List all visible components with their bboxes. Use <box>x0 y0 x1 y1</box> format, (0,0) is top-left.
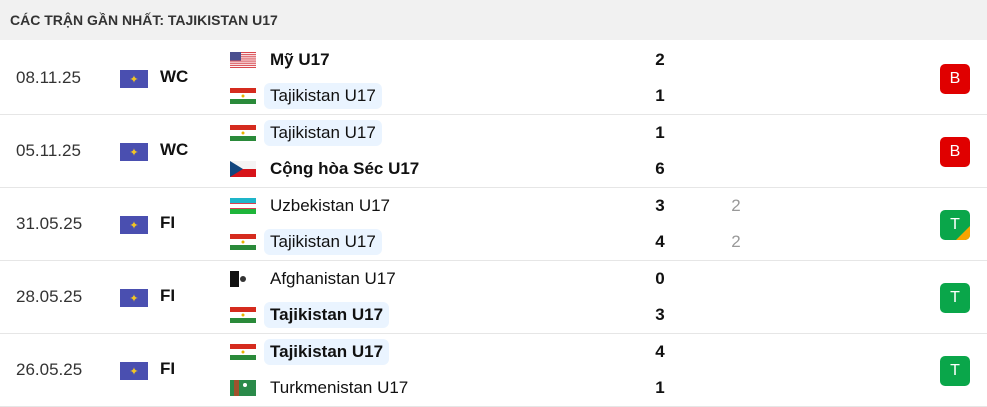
team-home[interactable]: Tajikistan U17 <box>230 120 382 146</box>
score-home: 2 <box>655 50 665 69</box>
tj-flag-icon <box>230 88 256 104</box>
result-label: B <box>949 70 961 87</box>
world-map-icon: ✦ <box>120 289 148 307</box>
score-home: 0 <box>655 269 665 288</box>
match-row[interactable]: 26.05.25 ✦ FI Tajikistan U17 4 Turkmenis… <box>0 334 987 407</box>
result-label: B <box>949 143 961 160</box>
world-map-icon: ✦ <box>120 70 148 88</box>
world-map-icon: ✦ <box>120 216 148 234</box>
match-row[interactable]: 08.11.25 ✦ WC Mỹ U17 2 Tajikistan U17 1 … <box>0 42 987 115</box>
match-date: 08.11.25 <box>16 68 81 87</box>
result-label: T <box>950 216 960 233</box>
team-name[interactable]: Tajikistan U17 <box>264 302 390 328</box>
match-date: 05.11.25 <box>16 141 81 160</box>
section-header: CÁC TRẬN GẦN NHẤT: TAJIKISTAN U17 <box>0 0 987 40</box>
competition-code: WC <box>160 140 189 159</box>
team-home[interactable]: Uzbekistan U17 <box>230 193 396 219</box>
result-label: T <box>950 289 960 306</box>
match-date: 31.05.25 <box>16 214 83 233</box>
match-date: 26.05.25 <box>16 360 83 379</box>
tj-flag-icon <box>230 125 256 141</box>
tj-flag-icon <box>230 344 256 360</box>
tm-flag-icon <box>230 380 256 396</box>
score-home: 1 <box>655 123 665 142</box>
team-name[interactable]: Tajikistan U17 <box>264 229 382 255</box>
score-away: 6 <box>655 159 665 178</box>
team-home[interactable]: Afghanistan U17 <box>230 266 402 292</box>
score-home: 3 <box>655 196 665 215</box>
team-name[interactable]: Mỹ U17 <box>270 50 330 69</box>
result-label: T <box>950 362 960 379</box>
uz-flag-icon <box>230 198 256 214</box>
team-name[interactable]: Afghanistan U17 <box>270 269 396 288</box>
us-flag-icon <box>230 52 256 69</box>
result-badge: T <box>940 356 970 386</box>
team-name[interactable]: Tajikistan U17 <box>264 120 382 146</box>
penalty-score-home: 2 <box>731 196 741 215</box>
score-away: 1 <box>655 86 665 105</box>
match-row[interactable]: 28.05.25 ✦ FI Afghanistan U17 0 Tajikist… <box>0 261 987 334</box>
team-home[interactable]: Tajikistan U17 <box>230 339 390 365</box>
team-away[interactable]: Tajikistan U17 <box>230 229 382 255</box>
cz-flag-icon <box>230 161 256 177</box>
world-map-icon: ✦ <box>120 143 148 161</box>
world-map-icon: ✦ <box>120 362 148 380</box>
competition-code: FI <box>160 286 176 305</box>
team-away[interactable]: Cộng hòa Séc U17 <box>230 156 425 182</box>
team-name[interactable]: Turkmenistan U17 <box>270 378 409 397</box>
section-title: CÁC TRẬN GẦN NHẤT: TAJIKISTAN U17 <box>10 12 278 28</box>
result-badge: B <box>940 137 970 167</box>
match-row[interactable]: 31.05.25 ✦ FI Uzbekistan U17 3 2 Tajikis… <box>0 188 987 261</box>
competition-code: FI <box>160 359 176 378</box>
team-home[interactable]: Mỹ U17 <box>230 47 336 73</box>
team-away[interactable]: Turkmenistan U17 <box>230 375 414 401</box>
penalty-score-away: 2 <box>731 232 741 251</box>
penalty-marker <box>956 226 970 240</box>
tj-flag-icon <box>230 234 256 250</box>
af-flag-icon <box>230 271 256 287</box>
match-date: 28.05.25 <box>16 287 83 306</box>
team-name[interactable]: Cộng hòa Séc U17 <box>270 159 420 178</box>
score-home: 4 <box>655 342 665 361</box>
team-away[interactable]: Tajikistan U17 <box>230 83 382 109</box>
score-away: 1 <box>655 378 665 397</box>
team-name[interactable]: Tajikistan U17 <box>264 83 382 109</box>
result-badge: T <box>940 283 970 313</box>
team-name[interactable]: Uzbekistan U17 <box>270 196 391 215</box>
competition-code: FI <box>160 213 176 232</box>
result-badge: B <box>940 64 970 94</box>
result-badge: T <box>940 210 970 240</box>
score-away: 3 <box>655 305 665 324</box>
score-away: 4 <box>655 232 665 251</box>
tj-flag-icon <box>230 307 256 323</box>
team-away[interactable]: Tajikistan U17 <box>230 302 390 328</box>
team-name[interactable]: Tajikistan U17 <box>264 339 390 365</box>
match-row[interactable]: 05.11.25 ✦ WC Tajikistan U17 1 Cộng hòa … <box>0 115 987 188</box>
competition-code: WC <box>160 67 189 86</box>
